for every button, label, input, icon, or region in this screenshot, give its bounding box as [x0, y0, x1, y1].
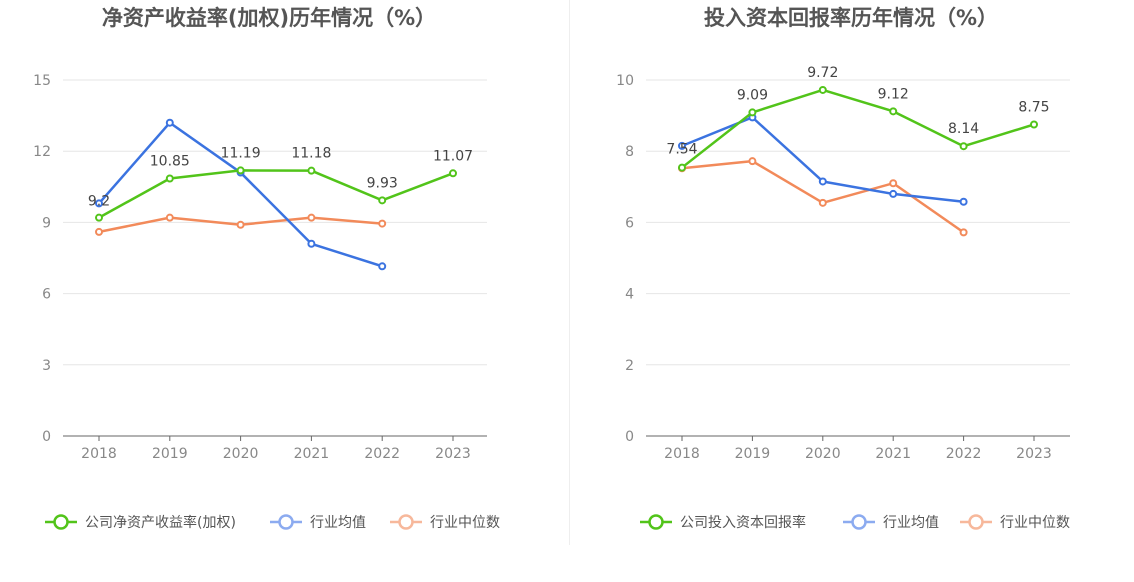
- data-point[interactable]: [165, 118, 174, 127]
- data-point[interactable]: [95, 199, 103, 208]
- data-label: 10.85: [150, 153, 190, 169]
- y-tick-label: 4: [625, 287, 634, 303]
- x-tick-label: 2019: [152, 446, 188, 462]
- data-label: 11.19: [221, 145, 261, 161]
- series-line-1: [98, 169, 454, 219]
- y-tick-label: 12: [33, 144, 51, 160]
- x-tick-label: 2023: [1016, 446, 1052, 462]
- data-point[interactable]: [165, 213, 174, 222]
- legend-item-1[interactable]: 公司投入资本回报率: [640, 514, 806, 531]
- legend-marker: [398, 514, 414, 530]
- x-tick-label: 2020: [805, 446, 841, 462]
- legend-item-3[interactable]: 行业中位数: [390, 514, 500, 531]
- data-label: 9.93: [367, 175, 398, 191]
- data-point[interactable]: [1030, 120, 1038, 129]
- data-point[interactable]: [307, 166, 316, 175]
- y-tick-label: 6: [625, 215, 634, 231]
- legend-label: 行业中位数: [430, 515, 500, 531]
- data-label: 9.12: [878, 86, 909, 102]
- legend-label: 行业均值: [310, 515, 366, 531]
- data-point[interactable]: [678, 163, 686, 172]
- data-point[interactable]: [307, 213, 316, 222]
- y-tick-label: 6: [42, 287, 51, 303]
- chart-panel-2: 投入资本回报率历年情况（%） 0 2 4 6 8 10 2018 2019 2020 2021 202…: [616, 6, 1070, 531]
- data-point[interactable]: [889, 179, 898, 188]
- x-tick-label: 2020: [223, 446, 259, 462]
- y-tick-label: 0: [625, 429, 634, 445]
- y-tick-label: 15: [33, 73, 51, 89]
- x-tick-label: 2021: [294, 446, 330, 462]
- y-tick-label: 9: [42, 215, 51, 231]
- legend-label: 公司投入资本回报率: [680, 514, 806, 531]
- data-point[interactable]: [889, 107, 898, 116]
- y-tick-label: 0: [42, 429, 51, 445]
- data-point[interactable]: [95, 213, 103, 222]
- data-point[interactable]: [678, 141, 686, 150]
- legend-label: 行业中位数: [1000, 515, 1070, 531]
- data-label: 8.14: [948, 121, 979, 137]
- legend-item-3[interactable]: 行业中位数: [960, 514, 1070, 531]
- data-label: 11.07: [433, 148, 473, 164]
- x-tick-label: 2019: [735, 446, 771, 462]
- legend-item-2[interactable]: 行业均值: [843, 514, 939, 531]
- data-label: 8.75: [1018, 100, 1049, 116]
- panel-divider: [569, 0, 570, 545]
- y-tick-label: 10: [616, 73, 634, 89]
- data-point[interactable]: [748, 108, 757, 117]
- data-point[interactable]: [959, 142, 968, 151]
- legend-item-2[interactable]: 行业均值: [270, 514, 366, 531]
- data-point[interactable]: [236, 220, 245, 229]
- legend-marker: [968, 514, 984, 530]
- chart-title: 投入资本回报率历年情况（%）: [704, 6, 998, 30]
- x-tick-label: 2022: [364, 446, 400, 462]
- data-point[interactable]: [165, 174, 174, 183]
- data-point[interactable]: [889, 189, 898, 198]
- data-point[interactable]: [959, 228, 968, 237]
- data-point[interactable]: [818, 198, 827, 207]
- series-line-2: [681, 116, 964, 203]
- data-label: 9.72: [807, 65, 838, 81]
- series-line-1: [681, 88, 1035, 169]
- data-point[interactable]: [378, 219, 387, 228]
- y-tick-label: 3: [42, 358, 51, 374]
- x-tick-label: 2018: [664, 446, 700, 462]
- chart-title: 净资产收益率(加权)历年情况（%）: [102, 6, 436, 30]
- chart-panel-1: 净资产收益率(加权)历年情况（%） 0 3 6 9 12 15 2018 2019 2020 202…: [33, 6, 500, 531]
- data-point[interactable]: [818, 85, 827, 94]
- x-tick-label: 2021: [875, 446, 911, 462]
- data-label: 11.18: [291, 146, 331, 162]
- data-point[interactable]: [748, 157, 757, 166]
- data-point[interactable]: [95, 227, 103, 236]
- data-point[interactable]: [449, 169, 457, 178]
- legend-marker: [278, 514, 294, 530]
- y-tick-label: 2: [625, 358, 634, 374]
- legend-marker: [851, 514, 867, 530]
- data-label: 9.2: [88, 194, 110, 210]
- data-point[interactable]: [378, 262, 387, 271]
- data-point[interactable]: [818, 177, 827, 186]
- legend-marker: [53, 514, 69, 530]
- data-label: 9.09: [737, 87, 768, 103]
- x-tick-label: 2018: [81, 446, 117, 462]
- data-label: 7.54: [666, 142, 697, 158]
- x-tick-label: 2023: [435, 446, 471, 462]
- y-tick-label: 8: [625, 144, 634, 160]
- data-point[interactable]: [307, 239, 316, 248]
- legend-label: 行业均值: [883, 515, 939, 531]
- data-point[interactable]: [959, 197, 968, 206]
- x-tick-label: 2022: [946, 446, 982, 462]
- data-point[interactable]: [378, 196, 387, 205]
- legend-item-1[interactable]: 公司净资产收益率(加权): [45, 514, 236, 531]
- legend-label: 公司净资产收益率(加权): [85, 514, 236, 531]
- legend-marker: [648, 514, 664, 530]
- data-point[interactable]: [236, 166, 245, 175]
